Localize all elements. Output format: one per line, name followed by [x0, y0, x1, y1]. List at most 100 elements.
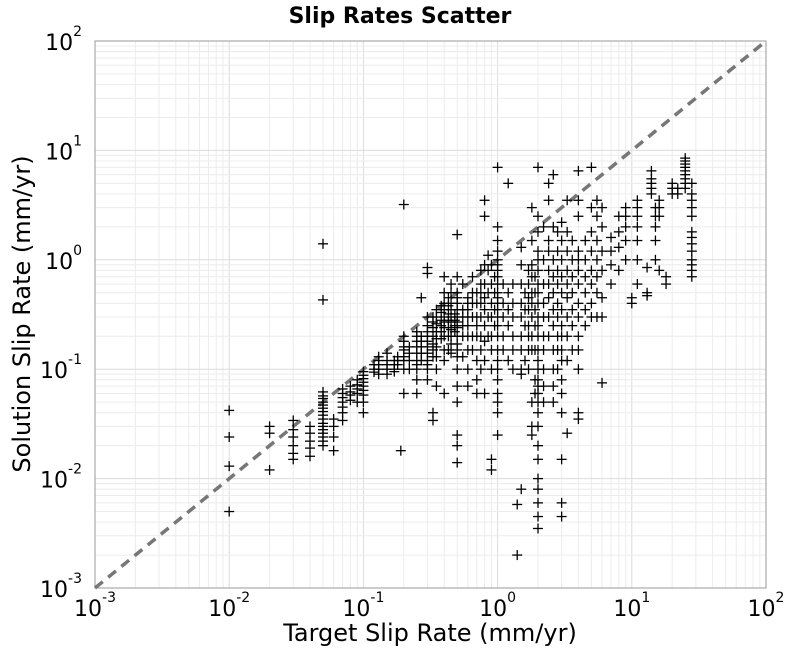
data-point — [538, 344, 549, 355]
data-point — [586, 202, 597, 213]
data-point — [467, 271, 478, 282]
data-point — [526, 235, 537, 246]
data-point — [620, 235, 631, 246]
data-point — [224, 506, 235, 517]
data-point — [543, 246, 554, 257]
data-point — [580, 271, 591, 282]
data-point — [519, 355, 530, 366]
data-point — [532, 497, 543, 508]
data-point — [483, 250, 494, 261]
data-point — [543, 178, 554, 189]
data-point — [452, 322, 463, 333]
data-point — [523, 279, 534, 290]
data-point — [597, 246, 608, 257]
grid — [94, 41, 766, 589]
data-point — [532, 440, 543, 451]
data-point — [532, 320, 543, 331]
data-point — [498, 279, 509, 290]
data-point — [613, 265, 624, 276]
data-point — [507, 298, 518, 309]
data-point — [552, 265, 563, 276]
data-point — [532, 265, 543, 276]
data-point — [479, 292, 490, 303]
data-point — [479, 336, 490, 347]
data-point — [532, 162, 543, 173]
data-point — [532, 246, 543, 257]
data-point — [224, 432, 235, 443]
data-point — [548, 271, 559, 282]
data-point — [532, 421, 543, 432]
reference-line — [93, 39, 768, 590]
data-point — [532, 473, 543, 484]
data-point — [573, 364, 584, 375]
data-point — [556, 304, 567, 315]
data-point — [483, 265, 494, 276]
data-point — [573, 407, 584, 418]
data-point — [580, 287, 591, 298]
data-point — [586, 246, 597, 257]
data-point — [431, 381, 442, 392]
data-point — [686, 178, 697, 189]
data-point — [457, 279, 468, 290]
data-point — [503, 355, 514, 366]
data-point — [224, 461, 235, 472]
data-point — [538, 381, 549, 392]
data-point — [479, 355, 490, 366]
data-point — [526, 202, 537, 213]
data-point — [548, 304, 559, 315]
data-point — [543, 195, 554, 206]
data-point — [264, 464, 275, 475]
data-point — [543, 265, 554, 276]
data-point — [556, 235, 567, 246]
data-point — [556, 344, 567, 355]
data-point — [556, 374, 567, 385]
data-point — [573, 265, 584, 276]
data-point — [498, 298, 509, 309]
data-point — [492, 355, 503, 366]
data-point — [507, 312, 518, 323]
data-point — [606, 246, 617, 257]
data-point — [507, 279, 518, 290]
data-point — [556, 287, 567, 298]
data-point — [530, 304, 541, 315]
data-point — [591, 235, 602, 246]
data-point — [573, 165, 584, 176]
data-point — [382, 369, 393, 380]
data-point — [632, 221, 643, 232]
data-point — [288, 454, 299, 465]
x-tick-label: 10-2 — [208, 590, 250, 622]
data-point — [620, 254, 631, 265]
data-point — [264, 428, 275, 439]
data-point — [580, 254, 591, 265]
data-point — [475, 344, 486, 355]
data-point — [345, 395, 356, 406]
data-point — [526, 259, 537, 270]
data-point — [318, 440, 329, 451]
data-point — [556, 388, 567, 399]
data-point — [567, 320, 578, 331]
data-point — [471, 374, 482, 385]
data-point — [446, 348, 457, 359]
data-point — [597, 292, 608, 303]
data-point — [562, 292, 573, 303]
data-point — [411, 374, 422, 385]
data-point — [548, 254, 559, 265]
data-point — [503, 287, 514, 298]
data-point — [224, 405, 235, 416]
data-point — [562, 312, 573, 323]
data-point — [479, 195, 490, 206]
data-point — [556, 454, 567, 465]
data-point — [422, 374, 433, 385]
data-point — [543, 312, 554, 323]
data-point — [498, 312, 509, 323]
data-point — [492, 162, 503, 173]
data-point — [416, 292, 427, 303]
data-point — [431, 364, 442, 375]
data-point — [446, 279, 457, 290]
data-point — [530, 271, 541, 282]
data-point — [422, 268, 433, 279]
x-axis-label: Target Slip Rate (mm/yr) — [282, 619, 577, 647]
data-point — [486, 454, 497, 465]
data-point — [392, 359, 403, 370]
data-point — [503, 178, 514, 189]
